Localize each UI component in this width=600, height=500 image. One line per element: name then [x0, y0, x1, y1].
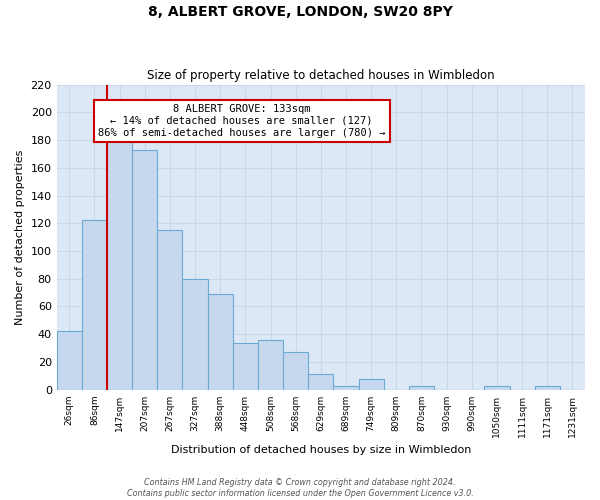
Bar	[283, 352, 308, 390]
Bar	[334, 386, 359, 390]
Y-axis label: Number of detached properties: Number of detached properties	[15, 150, 25, 325]
Bar	[233, 342, 258, 390]
Bar	[56, 332, 82, 390]
Bar	[409, 386, 434, 390]
Bar	[157, 230, 182, 390]
X-axis label: Distribution of detached houses by size in Wimbledon: Distribution of detached houses by size …	[170, 445, 471, 455]
Text: 8, ALBERT GROVE, LONDON, SW20 8PY: 8, ALBERT GROVE, LONDON, SW20 8PY	[148, 5, 452, 19]
Title: Size of property relative to detached houses in Wimbledon: Size of property relative to detached ho…	[147, 69, 494, 82]
Bar	[308, 374, 334, 390]
Text: 8 ALBERT GROVE: 133sqm
← 14% of detached houses are smaller (127)
86% of semi-de: 8 ALBERT GROVE: 133sqm ← 14% of detached…	[98, 104, 385, 138]
Bar	[132, 150, 157, 390]
Bar	[208, 294, 233, 390]
Bar	[535, 386, 560, 390]
Bar	[359, 378, 384, 390]
Bar	[484, 386, 509, 390]
Bar	[82, 220, 107, 390]
Bar	[107, 134, 132, 390]
Text: Contains HM Land Registry data © Crown copyright and database right 2024.
Contai: Contains HM Land Registry data © Crown c…	[127, 478, 473, 498]
Bar	[182, 278, 208, 390]
Bar	[258, 340, 283, 390]
